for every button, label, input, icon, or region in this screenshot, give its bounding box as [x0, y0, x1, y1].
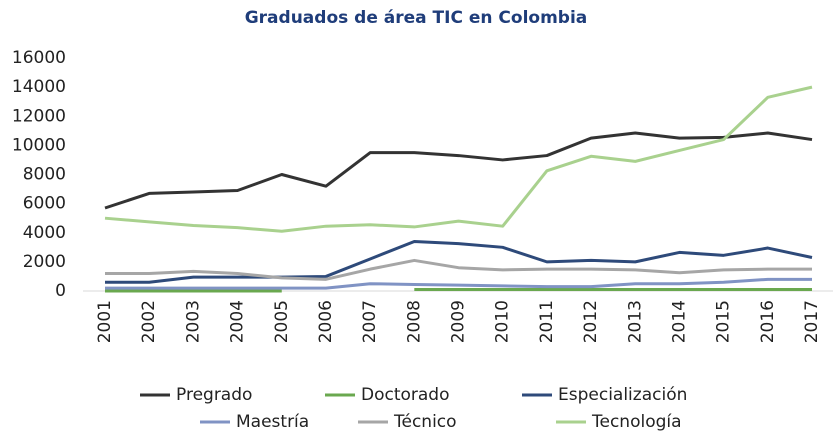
series-line	[105, 258, 812, 281]
series-line	[105, 277, 812, 290]
legend-label: Especialización	[558, 385, 687, 405]
x-tick-label: 2016	[758, 300, 778, 343]
x-tick-label: 2017	[802, 300, 822, 343]
y-tick-label: 2000	[23, 252, 66, 272]
legend-label: Pregrado	[176, 385, 252, 405]
y-tick-label: 4000	[23, 223, 66, 243]
x-tick-label: 2009	[449, 300, 469, 343]
legend-label: Doctorado	[361, 385, 450, 405]
y-tick-label: 8000	[23, 165, 66, 185]
x-tick-label: 2001	[95, 300, 115, 343]
x-tick-label: 2013	[625, 300, 645, 343]
x-tick-label: 2007	[360, 300, 380, 343]
series-line	[105, 239, 813, 284]
x-tick-label: 2012	[581, 300, 601, 343]
x-tick-label: 2002	[139, 300, 159, 343]
y-tick-label: 6000	[23, 194, 66, 214]
x-tick-label: 2003	[183, 300, 203, 343]
x-tick-label: 2014	[669, 300, 689, 343]
y-tick-label: 14000	[12, 77, 66, 97]
legend-label: Maestría	[236, 412, 309, 432]
y-tick-label: 12000	[12, 106, 66, 126]
y-tick-label: 10000	[12, 135, 66, 155]
series-line	[105, 288, 812, 293]
legend-label: Técnico	[393, 412, 457, 432]
x-tick-label: 2011	[537, 300, 557, 343]
chart-title: Graduados de área TIC en Colombia	[245, 8, 588, 28]
y-tick-label: 0	[55, 281, 66, 301]
legend-label: Tecnología	[591, 412, 682, 432]
x-tick-label: 2010	[493, 300, 513, 343]
y-tick-label: 16000	[12, 48, 66, 68]
x-tick-label: 2008	[404, 300, 424, 343]
series-line	[104, 131, 813, 210]
x-tick-label: 2015	[714, 300, 734, 343]
series-line	[104, 85, 813, 233]
x-tick-label: 2005	[272, 300, 292, 343]
x-tick-label: 2004	[228, 300, 248, 343]
x-tick-label: 2006	[316, 300, 336, 343]
